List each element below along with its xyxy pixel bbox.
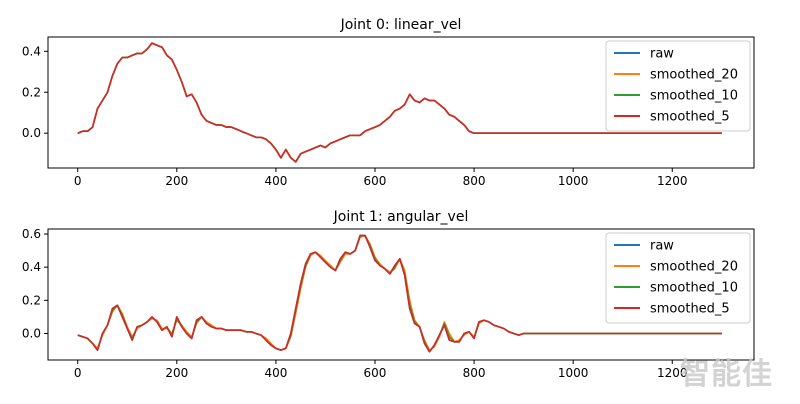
legend-label-smoothed_10: smoothed_10	[650, 281, 738, 296]
y-tick-label: 0.4	[22, 260, 41, 274]
legend-label-smoothed_5: smoothed_5	[650, 110, 730, 125]
chart-title: Joint 1: angular_vel	[333, 209, 469, 225]
chart-title: Joint 0: linear_vel	[340, 17, 462, 33]
x-tick-label: 600	[364, 174, 387, 188]
x-tick-label: 1200	[657, 366, 688, 380]
y-tick-label: 0.2	[22, 85, 41, 99]
legend-label-smoothed_10: smoothed_10	[650, 89, 738, 104]
x-tick-label: 200	[165, 174, 188, 188]
x-tick-label: 400	[264, 366, 287, 380]
x-tick-label: 1000	[558, 174, 589, 188]
legend-label-raw: raw	[650, 47, 674, 62]
legend-label-smoothed_20: smoothed_20	[650, 68, 738, 83]
y-tick-label: 0.4	[22, 44, 41, 58]
panel-0: Joint 0: linear_vel 0 200 400 600 800 1000 1200…	[22, 17, 755, 188]
legend-label-smoothed_5: smoothed_5	[650, 302, 730, 317]
x-tick-label: 0	[74, 366, 82, 380]
y-tick-label: 0.0	[22, 126, 41, 140]
axes-frame	[47, 36, 755, 169]
y-tick-label: 0.6	[22, 227, 41, 241]
x-tick-label: 200	[165, 366, 188, 380]
legend: raw smoothed_20 smoothed_10 smoothed_5	[605, 232, 751, 324]
x-tick-label: 800	[463, 366, 486, 380]
series-line-smoothed_5	[77, 42, 722, 163]
legend-label-smoothed_20: smoothed_20	[650, 260, 738, 275]
x-tick-label: 0	[74, 174, 82, 188]
legend-box	[605, 232, 751, 324]
series-line-smoothed_5	[77, 234, 722, 353]
y-tick-label: 0.0	[22, 326, 41, 340]
legend-label-raw: raw	[650, 239, 674, 254]
panel-1: Joint 1: angular_vel 0 200 400 600 800 1000 120…	[22, 209, 755, 380]
y-tick-label: 0.2	[22, 293, 41, 307]
watermark-logo: 智能佳	[680, 357, 773, 392]
legend: raw smoothed_20 smoothed_10 smoothed_5	[605, 40, 751, 132]
legend-box	[605, 40, 751, 132]
x-tick-label: 600	[364, 366, 387, 380]
x-tick-label: 800	[463, 174, 486, 188]
x-tick-label: 1200	[657, 174, 688, 188]
x-tick-label: 400	[264, 174, 287, 188]
axes-frame	[47, 228, 755, 361]
x-tick-label: 1000	[558, 366, 589, 380]
